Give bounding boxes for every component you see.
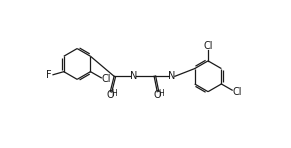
- Text: Cl: Cl: [102, 74, 111, 84]
- Text: Cl: Cl: [203, 41, 213, 51]
- Text: O: O: [153, 90, 161, 100]
- Text: H: H: [111, 90, 117, 98]
- Text: N: N: [130, 70, 137, 81]
- Text: O: O: [107, 90, 114, 100]
- Text: H: H: [158, 90, 164, 98]
- Text: F: F: [46, 70, 52, 80]
- Text: Cl: Cl: [233, 87, 242, 97]
- Text: N: N: [168, 70, 175, 81]
